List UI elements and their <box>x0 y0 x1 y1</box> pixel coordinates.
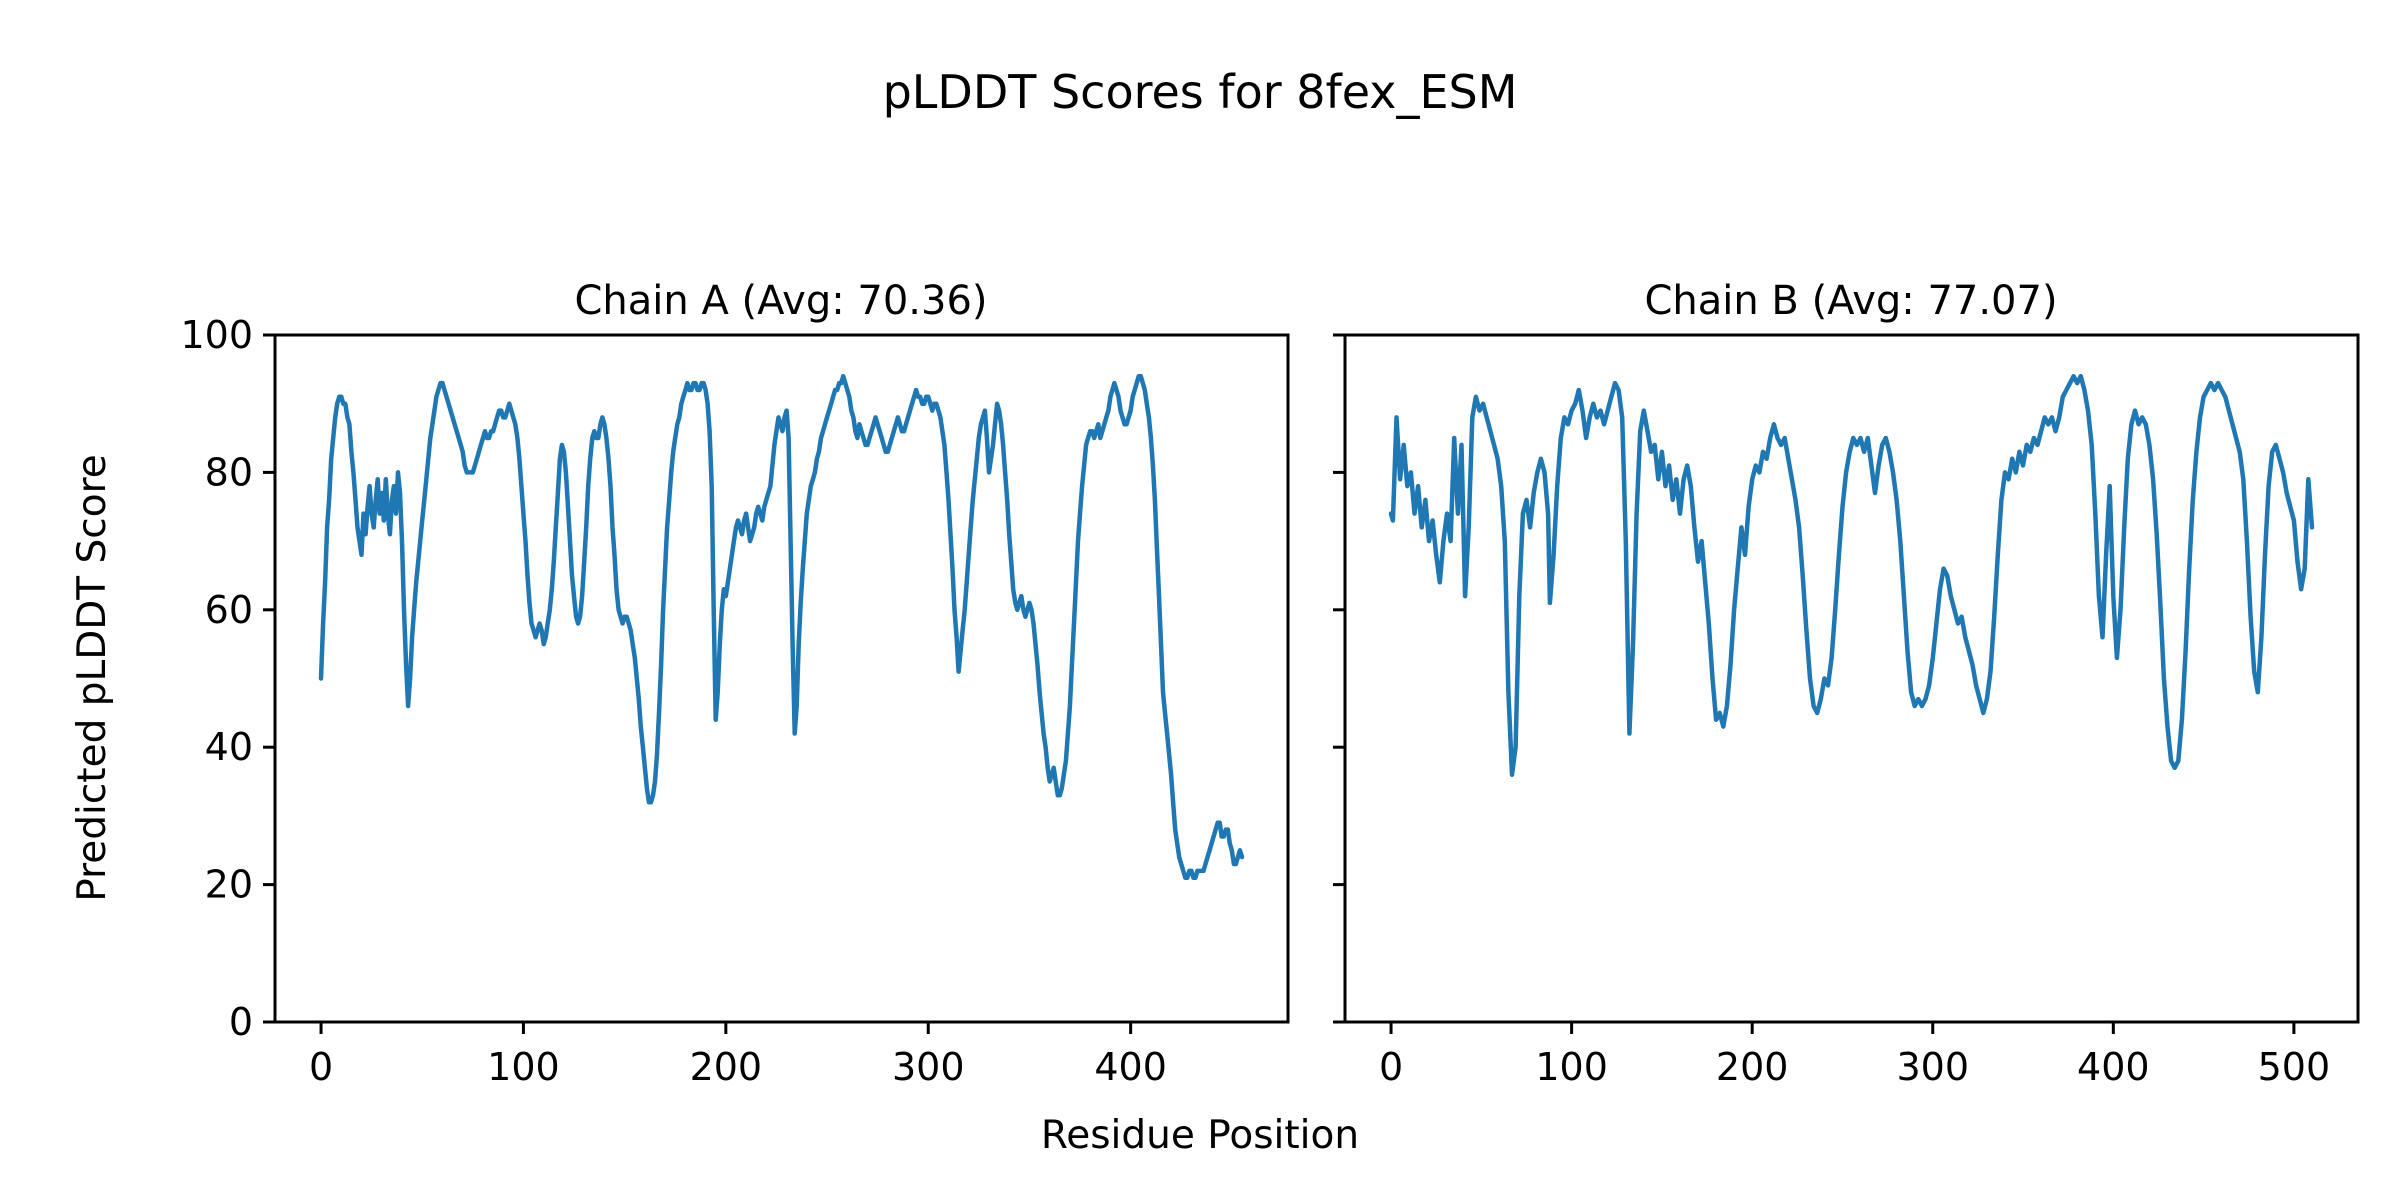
chain-b-title: Chain B (Avg: 77.07) <box>1644 278 2057 324</box>
x-tick-label: 500 <box>2258 1045 2331 1089</box>
chain-a-title: Chain A (Avg: 70.36) <box>574 278 987 324</box>
y-tick-label: 20 <box>205 863 253 907</box>
figure-title: pLDDT Scores for 8fex_ESM <box>883 65 1518 119</box>
chain-b-axes: 0 100 200 300 400 500 <box>1333 333 2360 1089</box>
plddt-line-chain-a <box>318 373 1245 880</box>
x-tick-label: 400 <box>1094 1045 1167 1089</box>
x-tick-label: 0 <box>1379 1045 1403 1089</box>
axes-spines <box>273 333 1290 1024</box>
plddt-line-chain-b <box>1388 373 2315 777</box>
y-axis-label: Predicted pLDDT Score <box>70 454 115 901</box>
x-tick-label: 300 <box>892 1045 965 1089</box>
x-axis-label: Residue Position <box>1041 1113 1359 1158</box>
x-tick-label: 200 <box>690 1045 763 1089</box>
x-tick-label: 300 <box>1896 1045 1969 1089</box>
y-tick-label: 60 <box>205 588 253 632</box>
y-tick-label: 80 <box>205 450 253 494</box>
x-tick-label: 400 <box>2077 1045 2150 1089</box>
x-tick-label: 0 <box>309 1045 333 1089</box>
y-tick-label: 40 <box>205 725 253 769</box>
x-tick-label: 200 <box>1716 1045 1789 1089</box>
y-tick-label: 100 <box>180 313 253 357</box>
x-tick-label: 100 <box>1535 1045 1608 1089</box>
axes-spines <box>1343 333 2360 1024</box>
chain-a-axes: 0 100 200 300 400 0 20 40 60 80 100 <box>180 313 1290 1089</box>
x-tick-label: 100 <box>487 1045 560 1089</box>
y-tick-label: 0 <box>229 1000 253 1044</box>
